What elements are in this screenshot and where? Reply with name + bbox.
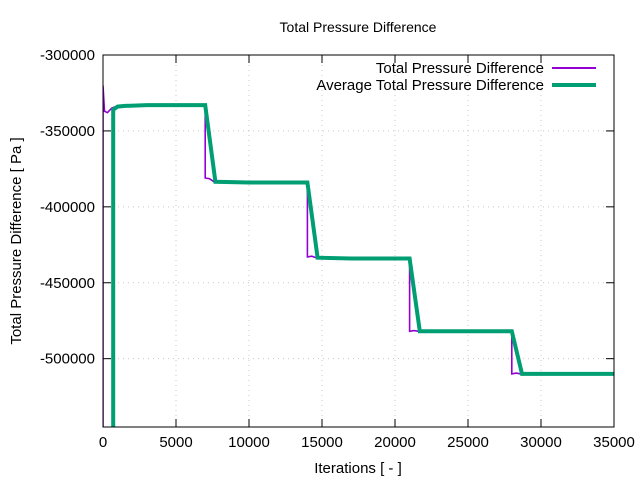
x-axis-label: Iterations [ - ] — [314, 460, 402, 477]
x-tick-label: 30000 — [520, 434, 562, 451]
plot-frame — [102, 54, 615, 428]
x-tick-label: 20000 — [374, 434, 416, 451]
y-tick-label: -500000 — [40, 351, 95, 368]
legend-label-average: Average Total Pressure Difference — [316, 77, 544, 94]
y-tick-label: -300000 — [40, 47, 95, 64]
y-tick-label: -400000 — [40, 199, 95, 216]
y-tick-label: -350000 — [40, 123, 95, 140]
series-layer — [103, 85, 614, 427]
grid — [103, 55, 614, 427]
x-tick-label: 5000 — [159, 434, 192, 451]
legend-label-total: Total Pressure Difference — [376, 60, 544, 77]
ticks: 0 5000 10000 15000 20000 25000 30000 35000 -3000… — [40, 47, 635, 451]
legend: Total Pressure Difference Average Total … — [316, 60, 596, 94]
x-tick-label: 35000 — [593, 434, 635, 451]
x-tick-label: 15000 — [301, 434, 343, 451]
y-axis-label: Total Pressure Difference [ Pa ] — [8, 137, 25, 344]
x-tick-label: 10000 — [228, 434, 270, 451]
y-tick-label: -450000 — [40, 275, 95, 292]
series-line-average — [111, 103, 614, 427]
x-tick-label: 0 — [99, 434, 107, 451]
chart-title: Total Pressure Difference — [280, 19, 437, 35]
x-tick-label: 25000 — [447, 434, 489, 451]
